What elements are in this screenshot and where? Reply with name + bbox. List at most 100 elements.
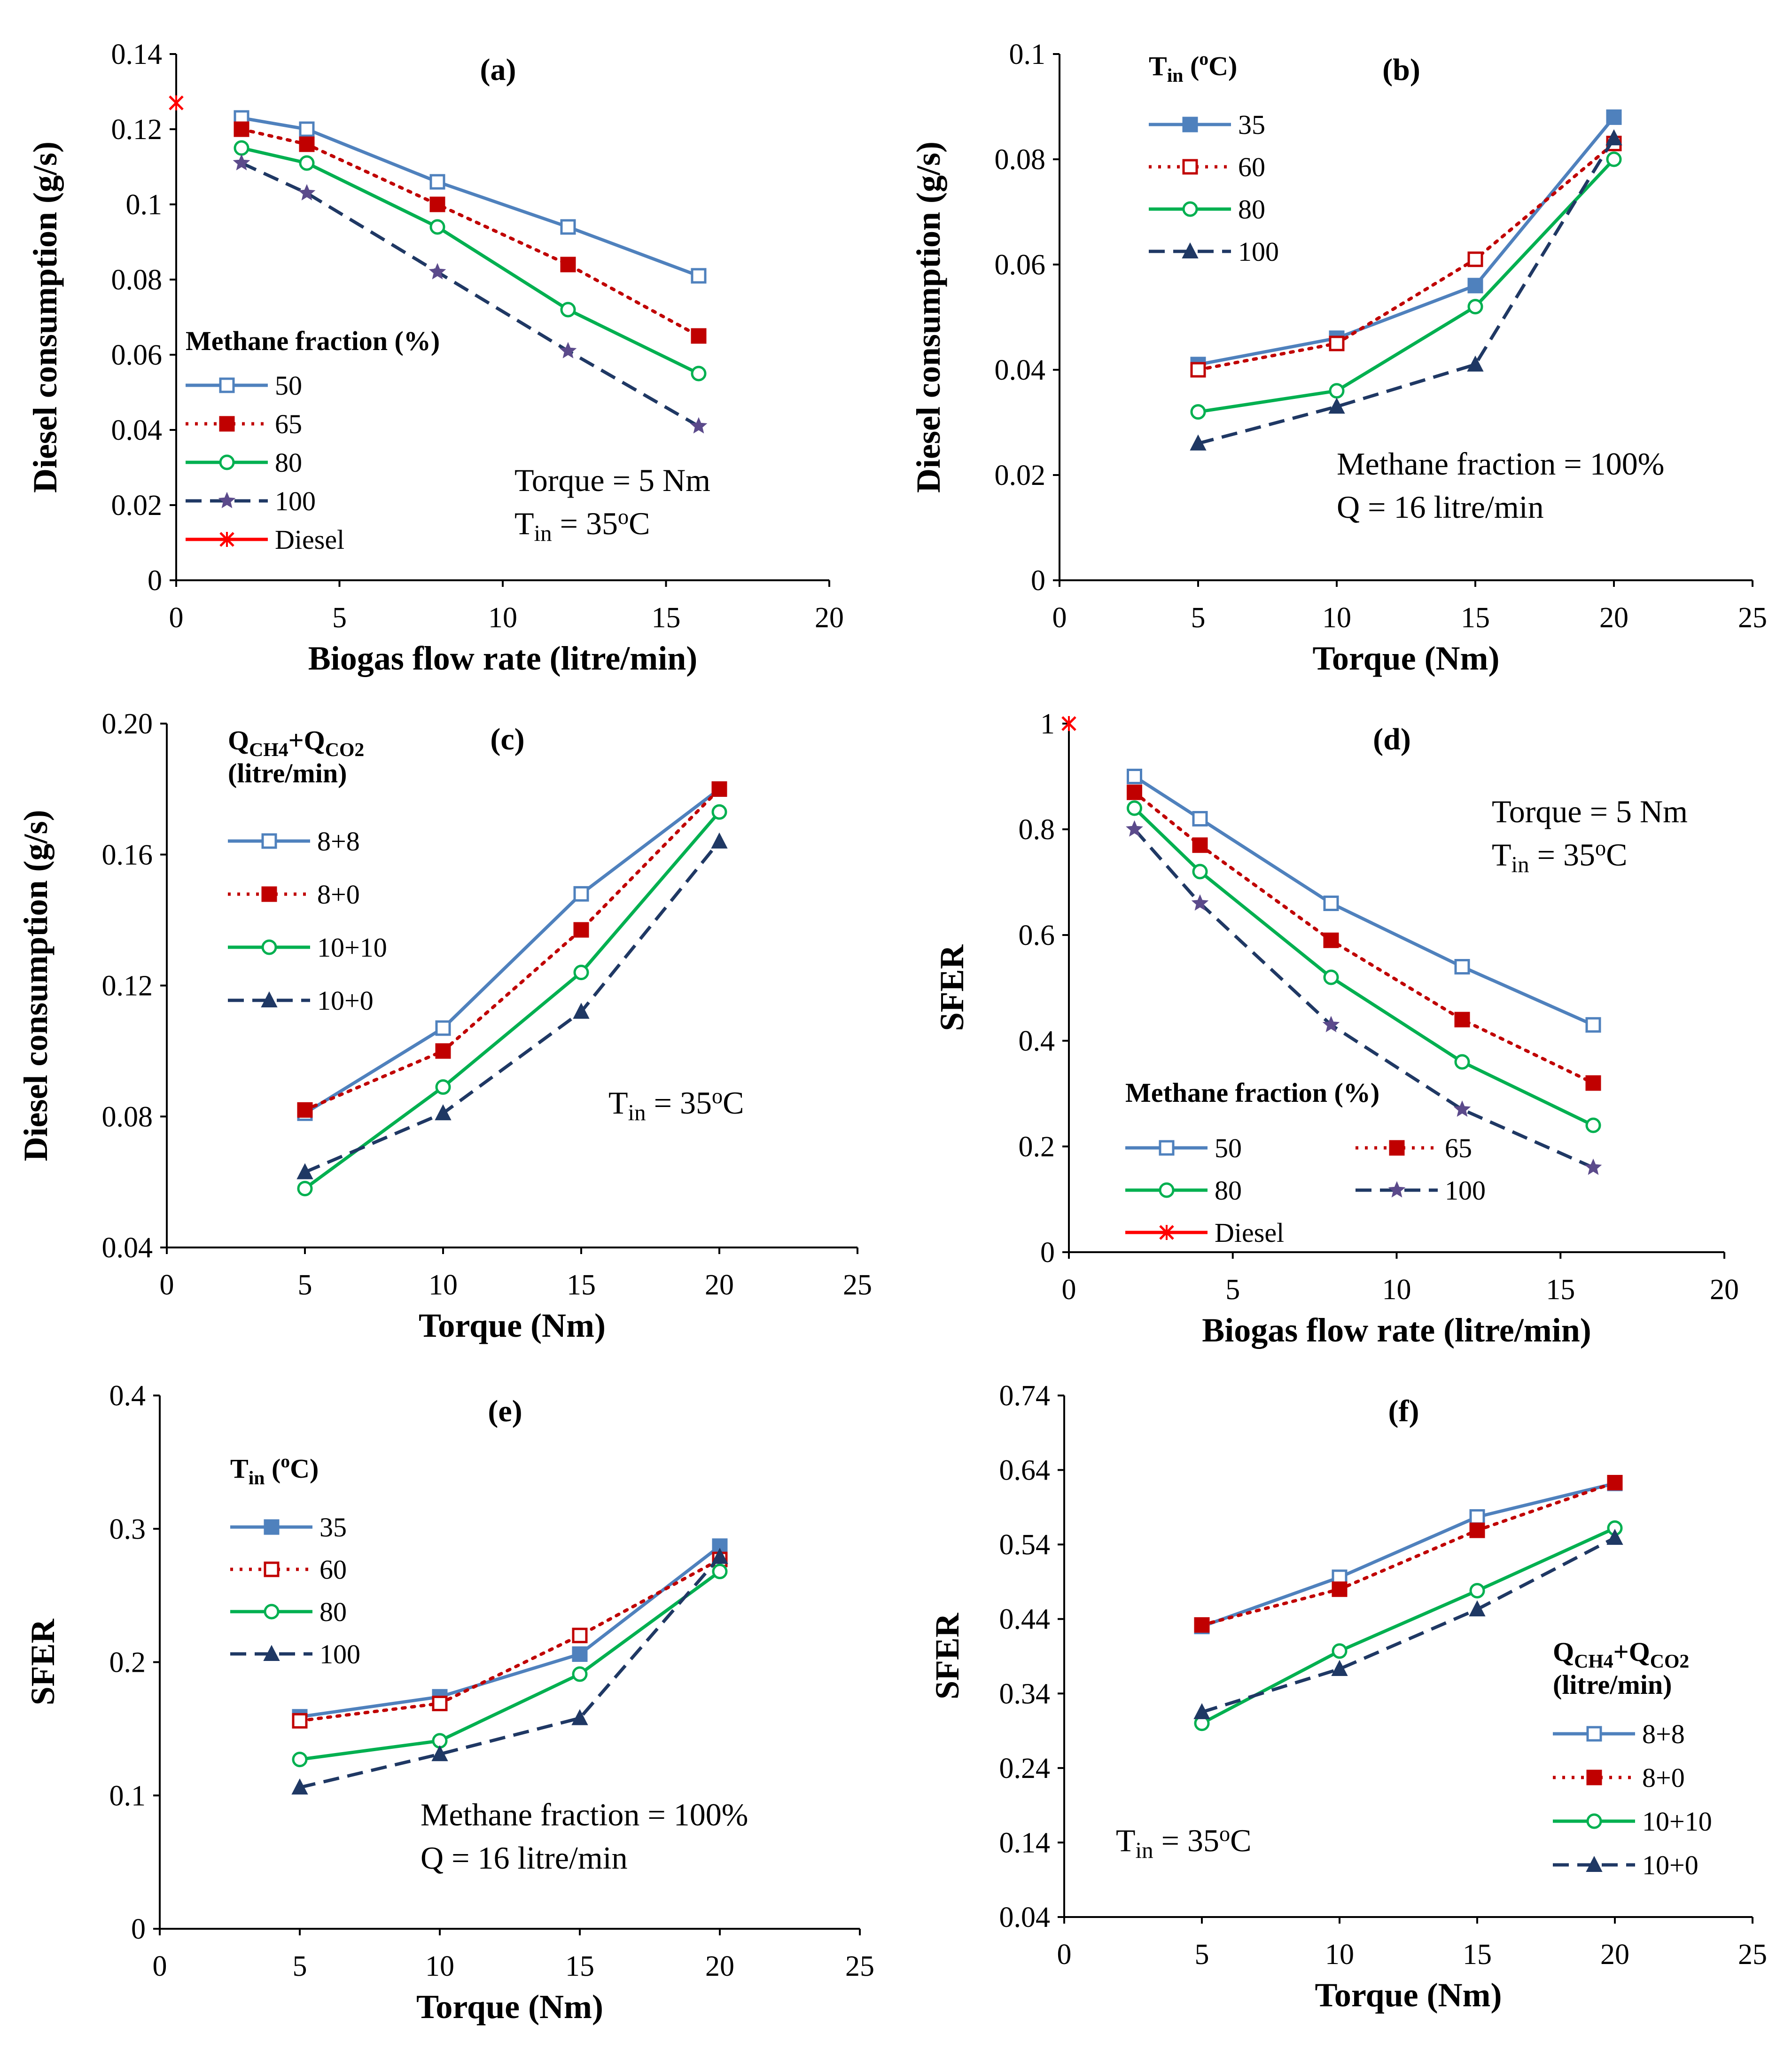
data-point <box>1126 820 1143 837</box>
annotation: Tin​ = 35o​C <box>1492 836 1627 877</box>
series-100 <box>1190 129 1622 451</box>
legend-item-80: 80 <box>186 447 302 478</box>
y-tick-label: 0.14 <box>999 1827 1051 1859</box>
legend-title: Methane fraction (%) <box>1125 1077 1379 1108</box>
data-point <box>299 136 315 152</box>
legend-item-10+10: 10+10 <box>228 932 387 963</box>
y-axis-title: Diesel consumption (g/s) <box>17 810 55 1161</box>
series-line <box>1200 1481 1617 1627</box>
series-80 <box>1190 151 1622 420</box>
data-point <box>573 922 589 938</box>
data-point <box>296 1163 313 1179</box>
panel-label: (f) <box>1388 1394 1419 1428</box>
series-line <box>1133 790 1595 1085</box>
series-line <box>1198 137 1615 445</box>
data-point <box>1127 769 1142 784</box>
legend-label: 60 <box>319 1554 347 1585</box>
legend-label: Diesel <box>1215 1217 1284 1248</box>
legend-item-100: 100 <box>230 1639 360 1669</box>
panel-f: 0.04 0.14 0.24 0.34 0.44 0.54 0.64 0.74 0 5 10 15 20… <box>928 1380 1767 2014</box>
legend-marker <box>264 1604 280 1620</box>
legend-marker <box>1586 1769 1602 1785</box>
panel-c: 0.04 0.08 0.12 0.16 0.20 0 5 10 15 20 25 Torque (Nm… <box>17 708 872 1344</box>
y-tick-label: 0.04 <box>999 1902 1051 1933</box>
legend-title: QCH4​+QCO2​ <box>1553 1637 1689 1672</box>
y-tick-label: 0.06 <box>111 339 163 371</box>
legend-item-35: 35 <box>230 1512 347 1543</box>
data-point <box>572 1646 588 1662</box>
legend-item-10+0: 10+0 <box>1553 1850 1699 1880</box>
legend-marker <box>1159 1225 1174 1240</box>
y-tick-label: 0.08 <box>102 1101 153 1133</box>
data-point <box>233 154 250 171</box>
y-tick-label: 0.64 <box>999 1455 1051 1487</box>
y-tick-label: 0.8 <box>1019 814 1055 846</box>
data-point <box>429 219 445 235</box>
series-80 <box>292 1564 728 1768</box>
legend-label: 65 <box>1445 1133 1472 1163</box>
legend-item-8+8: 8+8 <box>1553 1719 1685 1749</box>
annotation: Tin​ = 35o​C <box>1116 1822 1251 1863</box>
data-point <box>711 804 727 820</box>
annotation: Torque = 5 Nm <box>1492 794 1688 829</box>
data-point <box>429 196 445 212</box>
legend-label: 100 <box>1238 236 1279 267</box>
legend-item-50: 50 <box>1125 1133 1242 1163</box>
x-tick-label: 0 <box>1057 1939 1072 1971</box>
y-tick-label: 0.2 <box>109 1647 146 1679</box>
legend: Tin​ (o​C)35 60 80 100 <box>1149 48 1279 267</box>
legend-label: 10+0 <box>317 985 374 1016</box>
data-point <box>1332 1643 1348 1659</box>
legend-marker <box>264 1519 280 1535</box>
data-point <box>712 1564 728 1580</box>
legend-marker <box>1388 1181 1406 1198</box>
series-line <box>304 787 721 1115</box>
legend-marker <box>218 491 236 508</box>
data-point <box>1127 800 1142 816</box>
y-tick-label: 0.04 <box>995 354 1046 386</box>
data-point <box>691 366 707 382</box>
panel-label: (d) <box>1373 722 1411 756</box>
panel-e: 0 0.1 0.2 0.3 0.4 0 5 10 15 20 25 Torque (Nm) SFER (e… <box>24 1380 874 2026</box>
y-tick-label: 0.04 <box>102 1232 153 1264</box>
panel-label: (b) <box>1382 53 1420 87</box>
x-tick-label: 10 <box>488 602 517 634</box>
series-line <box>304 811 721 1190</box>
legend-label: 8+0 <box>1642 1762 1685 1793</box>
series-line <box>1196 141 1616 372</box>
legend-label: 8+8 <box>1642 1719 1685 1749</box>
x-tick-label: 15 <box>1463 1939 1492 1971</box>
x-axis-title: Biogas flow rate (litre/min) <box>1202 1311 1591 1349</box>
series-line <box>1198 158 1615 414</box>
data-point <box>1061 716 1076 731</box>
x-tick-label: 20 <box>705 1269 734 1301</box>
series-100 <box>233 154 708 434</box>
panel-label: (c) <box>490 722 524 756</box>
x-tick-label: 10 <box>425 1950 454 1982</box>
legend-label: 8+8 <box>317 826 360 857</box>
x-tick-label: 15 <box>1461 602 1490 634</box>
data-point <box>1584 1158 1602 1175</box>
legend-label: 100 <box>275 486 316 516</box>
legend-label: 60 <box>1238 152 1265 182</box>
y-tick-label: 0.06 <box>995 249 1046 281</box>
series-8+0 <box>297 781 727 1118</box>
data-point <box>1322 1016 1340 1032</box>
x-tick-label: 0 <box>1062 1274 1076 1306</box>
y-tick-label: 0.12 <box>111 114 163 146</box>
data-point <box>1606 151 1622 167</box>
legend-marker <box>263 1645 280 1661</box>
y-tick-label: 0.6 <box>1019 920 1055 951</box>
data-point <box>297 1181 313 1197</box>
x-tick-label: 10 <box>1325 1939 1354 1971</box>
data-point <box>1467 251 1483 267</box>
x-tick-label: 0 <box>169 602 184 634</box>
legend-title: QCH4​+QCO2​ <box>228 725 364 761</box>
y-tick-label: 0 <box>1031 565 1045 597</box>
data-point <box>711 832 728 849</box>
data-point <box>435 1104 452 1121</box>
x-tick-label: 25 <box>1738 1939 1767 1971</box>
legend-label: 10+0 <box>1642 1850 1699 1880</box>
data-point <box>1328 398 1345 414</box>
legend: Methane fraction (%) 50 65 80 100 Diesel <box>186 326 440 555</box>
